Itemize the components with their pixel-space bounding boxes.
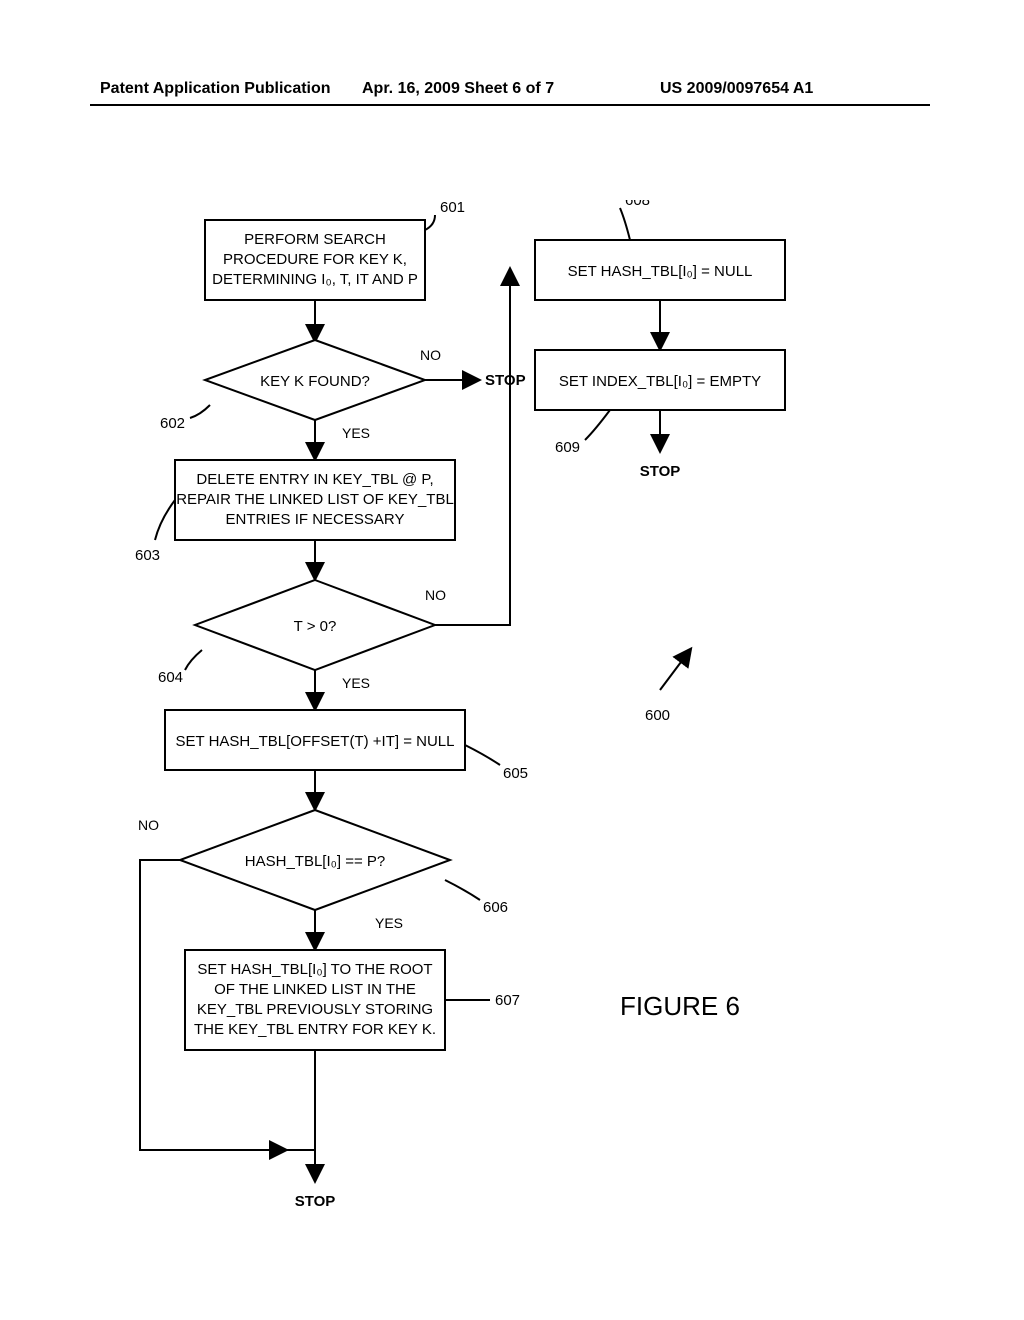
node-607-l2: OF THE LINKED LIST IN THE bbox=[214, 981, 416, 998]
header-right: US 2009/0097654 A1 bbox=[660, 80, 813, 98]
node-602-no: NO bbox=[420, 347, 441, 363]
flowchart: PERFORM SEARCH PROCEDURE FOR KEY K, DETE… bbox=[90, 200, 930, 1260]
node-603-l1: DELETE ENTRY IN KEY_TBL @ P, bbox=[196, 471, 433, 488]
node-606-text: HASH_TBL[I₀] == P? bbox=[245, 853, 385, 870]
node-607-l1: SET HASH_TBL[I₀] TO THE ROOT bbox=[197, 961, 432, 978]
header-rule bbox=[90, 104, 930, 106]
node-608-text: SET HASH_TBL[I₀] = NULL bbox=[568, 263, 753, 280]
node-604-ref: 604 bbox=[158, 669, 183, 686]
node-602-ref: 602 bbox=[160, 415, 185, 432]
figure-ref: 600 bbox=[645, 707, 670, 724]
node-601-ref: 601 bbox=[440, 200, 465, 216]
node-602-leader bbox=[190, 405, 210, 418]
header-left: Patent Application Publication bbox=[100, 80, 331, 98]
header-mid: Apr. 16, 2009 Sheet 6 of 7 bbox=[362, 80, 554, 98]
node-604-leader bbox=[185, 650, 202, 670]
node-607-l4: THE KEY_TBL ENTRY FOR KEY K. bbox=[194, 1021, 436, 1038]
node-607-l3: KEY_TBL PREVIOUSLY STORING bbox=[197, 1001, 433, 1018]
node-605-leader bbox=[465, 745, 500, 765]
node-603-ref: 603 bbox=[135, 547, 160, 564]
node-602-yes: YES bbox=[342, 425, 370, 441]
node-604-yes: YES bbox=[342, 675, 370, 691]
node-601-l1: PERFORM SEARCH bbox=[244, 231, 386, 248]
node-603-leader bbox=[155, 500, 175, 540]
node-605-text: SET HASH_TBL[OFFSET(T) +IT] = NULL bbox=[176, 733, 455, 750]
node-602-stop: STOP bbox=[485, 372, 526, 389]
node-607-ref: 607 bbox=[495, 992, 520, 1009]
node-601-leader bbox=[425, 215, 435, 230]
node-601-l2: PROCEDURE FOR KEY K, bbox=[223, 251, 407, 268]
node-608-leader bbox=[620, 208, 630, 240]
node-606-yes: YES bbox=[375, 915, 403, 931]
node-604-no: NO bbox=[425, 587, 446, 603]
node-604-text: T > 0? bbox=[294, 618, 337, 635]
node-609-leader bbox=[585, 410, 610, 440]
node-606-no: NO bbox=[138, 817, 159, 833]
node-609-ref: 609 bbox=[555, 439, 580, 456]
node-605-ref: 605 bbox=[503, 765, 528, 782]
node-603-l3: ENTRIES IF NECESSARY bbox=[226, 511, 405, 528]
node-603-l2: REPAIR THE LINKED LIST OF KEY_TBL bbox=[176, 491, 454, 508]
node-609-text: SET INDEX_TBL[I₀] = EMPTY bbox=[559, 373, 761, 390]
figure-ref-arrow bbox=[660, 650, 690, 690]
edge-604-608 bbox=[435, 270, 510, 625]
node-606-leader bbox=[445, 880, 480, 900]
node-606-ref: 606 bbox=[483, 899, 508, 916]
node-608-ref: 608 bbox=[625, 200, 650, 209]
stop-bottom: STOP bbox=[295, 1193, 336, 1210]
node-609-stop: STOP bbox=[640, 463, 681, 480]
node-602-text: KEY K FOUND? bbox=[260, 373, 370, 390]
node-601-l3: DETERMINING I₀, T, IT AND P bbox=[212, 271, 418, 288]
figure-label: FIGURE 6 bbox=[620, 991, 740, 1021]
